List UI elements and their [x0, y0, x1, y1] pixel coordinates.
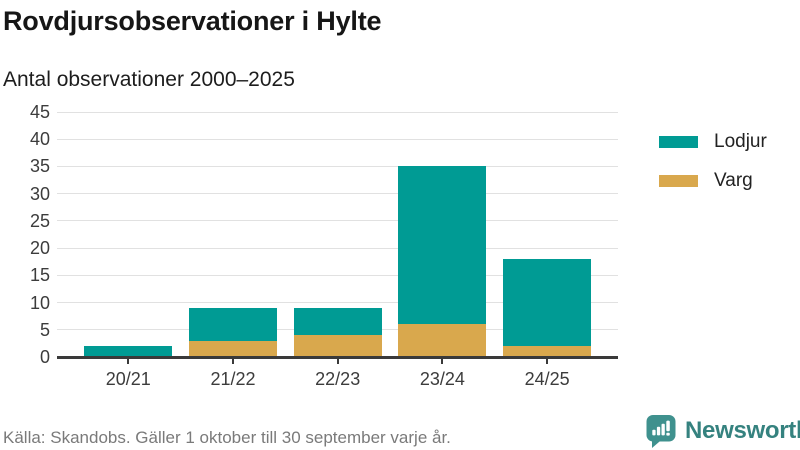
gridline	[57, 247, 618, 249]
source-note: Källa: Skandobs. Gäller 1 oktober till 3…	[3, 428, 451, 447]
legend-swatch-icon	[659, 136, 698, 148]
bar-segment-lodjur	[293, 308, 382, 336]
x-axis-tick	[546, 358, 549, 364]
page-title: Rovdjursobservationer i Hylte	[3, 6, 382, 36]
bar-segment-varg	[189, 340, 277, 357]
x-axis-tick	[127, 358, 130, 364]
y-tick-label: 25	[29, 210, 50, 231]
newsworthy-logo-icon	[646, 415, 676, 448]
x-tick-label: 20/21	[105, 369, 151, 389]
x-tick-label: 24/25	[524, 369, 570, 389]
gridline	[57, 302, 618, 304]
bar-segment-varg	[398, 324, 487, 357]
legend-label: Lodjur	[714, 131, 767, 152]
y-tick-label: 10	[29, 292, 50, 313]
y-tick-label: 20	[29, 238, 50, 259]
bar-segment-varg	[503, 346, 592, 357]
x-axis-tick	[232, 358, 234, 364]
legend-item: Varg	[659, 170, 767, 192]
legend-item: Lodjur	[659, 131, 767, 153]
y-tick-label: 15	[29, 265, 50, 286]
gridline	[57, 111, 618, 113]
gridline	[57, 193, 618, 195]
gridline	[57, 138, 618, 140]
y-tick-label: 45	[29, 102, 50, 122]
x-tick-label: 21/22	[210, 369, 256, 389]
gridline	[57, 220, 618, 222]
y-tick-label: 30	[29, 183, 50, 204]
y-tick-label: 5	[39, 319, 50, 340]
newsworthy-brand: Newsworthy	[644, 413, 800, 449]
bar-segment-lodjur	[503, 259, 592, 347]
legend-label: Varg	[714, 170, 753, 191]
bar-segment-lodjur	[84, 346, 173, 357]
y-tick-label: 0	[39, 347, 50, 367]
legend-swatch-icon	[659, 175, 698, 187]
x-axis-tick	[336, 358, 339, 364]
y-tick-label: 40	[29, 129, 50, 150]
bar-segment-lodjur	[398, 166, 487, 325]
newsworthy-wordmark: Newsworthy	[685, 417, 800, 444]
bar-segment-lodjur	[189, 308, 277, 341]
chart-legend: Lodjur Varg	[659, 131, 767, 209]
x-axis-tick	[441, 358, 444, 364]
bar-segment-varg	[293, 335, 382, 357]
x-tick-label: 23/24	[419, 369, 465, 389]
y-tick-label: 35	[29, 156, 50, 177]
x-tick-label: 22/23	[315, 369, 361, 389]
chart-subtitle: Antal observationer 2000–2025	[3, 68, 295, 91]
x-axis-line	[57, 356, 618, 359]
gridline	[57, 274, 618, 276]
gridline	[57, 165, 618, 167]
